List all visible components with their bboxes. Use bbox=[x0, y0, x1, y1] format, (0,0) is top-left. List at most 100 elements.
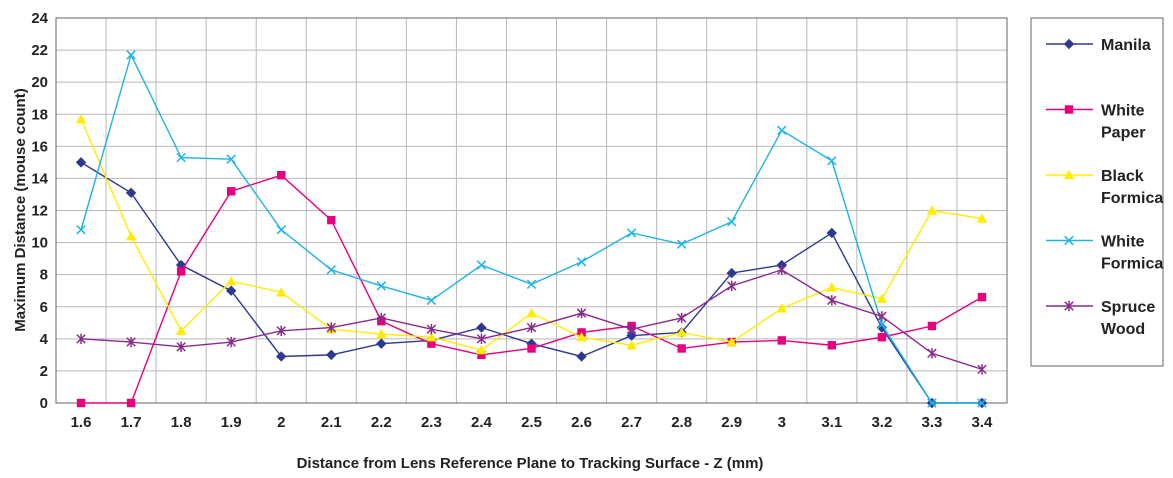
legend-label: Black bbox=[1101, 168, 1144, 185]
marker-stroke bbox=[777, 125, 787, 136]
series-black-formica bbox=[75, 113, 988, 355]
data-point-spruce-wood bbox=[76, 333, 86, 345]
x-tick-label: 2.1 bbox=[321, 414, 342, 431]
y-tick-label: 18 bbox=[31, 106, 48, 123]
marker-stroke bbox=[326, 265, 337, 275]
data-point-white-formica bbox=[426, 295, 437, 306]
data-point-spruce-wood bbox=[827, 295, 837, 306]
y-tick-label: 6 bbox=[40, 299, 48, 316]
data-point-white-paper bbox=[527, 344, 536, 353]
marker-stroke bbox=[726, 216, 737, 227]
data-point-manila bbox=[276, 351, 287, 362]
legend-label: Manila bbox=[1101, 37, 1151, 54]
data-point-white-paper bbox=[677, 344, 686, 353]
data-point-spruce-wood bbox=[877, 311, 887, 322]
y-tick-label: 24 bbox=[31, 10, 48, 27]
marker-stroke bbox=[827, 156, 837, 166]
series-white-formica bbox=[76, 50, 987, 408]
data-point-manila bbox=[876, 322, 888, 333]
legend-label: Spruce bbox=[1101, 299, 1155, 316]
x-tick-label: 3.4 bbox=[972, 414, 994, 431]
data-point-white-formica bbox=[76, 225, 86, 235]
x-tick-label: 2.5 bbox=[521, 414, 542, 431]
x-axis-label: Distance from Lens Reference Plane to Tr… bbox=[297, 455, 764, 472]
y-tick-label: 0 bbox=[40, 395, 48, 412]
marker-stroke bbox=[476, 260, 487, 270]
marker-stroke bbox=[977, 398, 987, 408]
x-tick-label: 2.4 bbox=[471, 414, 493, 431]
data-point-manila bbox=[576, 351, 587, 362]
data-point-white-paper bbox=[927, 321, 937, 331]
data-point-manila bbox=[826, 227, 838, 239]
data-point-white-formica bbox=[777, 125, 787, 136]
marker-stroke bbox=[526, 279, 537, 290]
data-point-black-formica bbox=[225, 275, 237, 286]
data-point-spruce-wood bbox=[526, 322, 537, 333]
legend-item-white-formica: White Formica bbox=[1046, 234, 1163, 273]
data-point-manila bbox=[626, 330, 637, 341]
legend-label: Formica bbox=[1101, 256, 1163, 273]
data-point-black-formica bbox=[276, 287, 287, 297]
data-point-black-formica bbox=[726, 336, 737, 347]
data-point-black-formica bbox=[976, 213, 988, 223]
x-axis-ticks: 1.6 1.7 1.8 1.9 2 2.1 2.2 2.3 2.4 2.5 2.6 2.7 2.8 2.9… bbox=[71, 414, 993, 431]
marker-stroke bbox=[676, 239, 687, 249]
data-point-black-formica bbox=[876, 293, 888, 303]
x-tick-label: 2.8 bbox=[671, 414, 692, 431]
data-point-manila bbox=[125, 187, 137, 199]
gridlines bbox=[55, 17, 1008, 404]
data-point-white-paper bbox=[827, 341, 837, 350]
data-point-black-formica bbox=[776, 303, 787, 313]
y-tick-label: 22 bbox=[31, 42, 48, 59]
data-point-black-formica bbox=[426, 332, 437, 342]
data-point-black-formica bbox=[576, 332, 587, 342]
data-point-white-paper bbox=[427, 339, 436, 348]
legend-marker bbox=[1063, 38, 1075, 50]
legend-item-black-formica: Black Formica bbox=[1046, 168, 1163, 207]
data-point-black-formica bbox=[526, 307, 537, 318]
data-point-white-formica bbox=[927, 398, 937, 408]
data-point-manila bbox=[326, 349, 337, 361]
legend-label: White bbox=[1101, 234, 1145, 251]
x-tick-label: 3.1 bbox=[821, 414, 842, 431]
legend-label: White bbox=[1101, 103, 1145, 120]
data-point-spruce-wood bbox=[276, 325, 286, 337]
legend-label: Formica bbox=[1101, 190, 1163, 207]
data-point-spruce-wood bbox=[226, 336, 236, 348]
data-point-spruce-wood bbox=[176, 341, 186, 353]
data-point-spruce-wood bbox=[927, 348, 937, 359]
x-tick-label: 2.3 bbox=[421, 414, 442, 431]
x-tick-label: 2.2 bbox=[371, 414, 392, 431]
data-point-black-formica bbox=[676, 327, 687, 337]
marker-stroke bbox=[576, 257, 587, 267]
legend-label: Paper bbox=[1101, 125, 1145, 142]
data-point-spruce-wood bbox=[676, 312, 687, 324]
marker-stroke bbox=[376, 281, 387, 291]
data-point-spruce-wood bbox=[977, 364, 987, 375]
data-point-spruce-wood bbox=[576, 307, 587, 319]
data-point-white-formica bbox=[676, 239, 687, 249]
data-point-white-formica bbox=[827, 156, 837, 166]
data-point-white-formica bbox=[526, 279, 537, 290]
data-point-white-paper bbox=[176, 267, 186, 276]
data-point-white-paper bbox=[877, 333, 887, 342]
y-tick-label: 8 bbox=[40, 267, 48, 284]
legend-item-manila: Manila bbox=[1046, 37, 1151, 54]
x-tick-label: 2.9 bbox=[721, 414, 742, 431]
x-tick-label: 2.6 bbox=[571, 414, 592, 431]
marker-stroke bbox=[226, 154, 236, 164]
marker-stroke bbox=[877, 319, 887, 330]
data-point-black-formica bbox=[125, 230, 137, 241]
y-tick-label: 14 bbox=[31, 170, 48, 187]
x-tick-label: 3.2 bbox=[871, 414, 892, 431]
marker-stroke bbox=[927, 398, 937, 408]
legend-marker bbox=[1064, 105, 1074, 114]
data-point-manila bbox=[376, 338, 387, 349]
data-point-spruce-wood bbox=[376, 312, 387, 324]
data-point-black-formica bbox=[626, 340, 637, 350]
marker-stroke bbox=[276, 225, 286, 235]
plot-frame bbox=[55, 17, 1008, 404]
x-tick-label: 1.9 bbox=[221, 414, 242, 431]
data-point-spruce-wood bbox=[426, 324, 437, 335]
data-point-manila bbox=[476, 322, 487, 333]
